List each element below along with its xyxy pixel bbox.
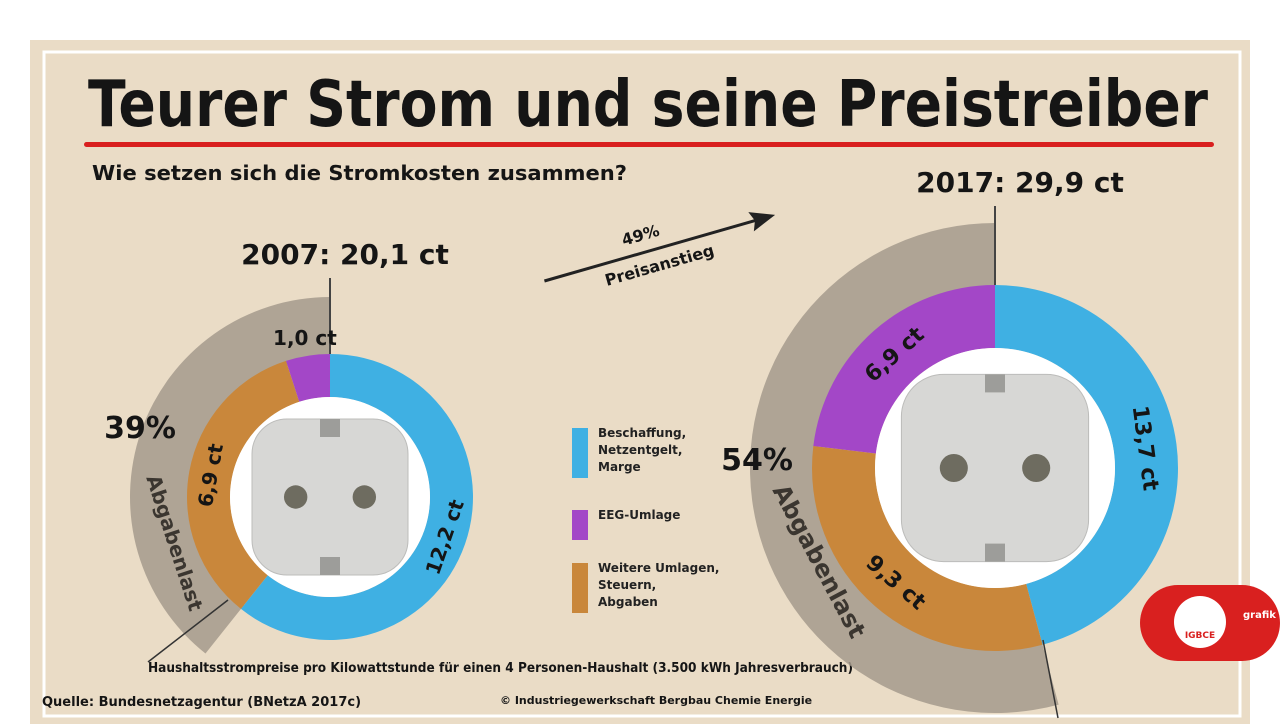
share-label: 54% bbox=[721, 443, 793, 478]
logo-name: IGBCE bbox=[1185, 631, 1215, 641]
subtitle: Wie setzen sich die Stromkosten zusammen… bbox=[92, 161, 627, 185]
title-underline bbox=[84, 142, 1214, 147]
chart: Teurer Strom und seine Preistreiber Wie … bbox=[0, 0, 1280, 724]
share-label: 39% bbox=[104, 411, 176, 446]
socket-hole bbox=[1022, 454, 1050, 482]
legend-label: Weitere Umlagen, Steuern, Abgaben bbox=[598, 560, 719, 611]
logo-tag: grafik bbox=[1243, 610, 1276, 621]
panel-title: 2007: 20,1 ct bbox=[241, 238, 449, 271]
page: Teurer Strom und seine Preistreiber Wie … bbox=[0, 0, 1280, 724]
legend-label: Beschaffung, Netzentgelt, Marge bbox=[598, 425, 686, 476]
socket-hole bbox=[284, 485, 307, 508]
legend-swatch bbox=[572, 563, 588, 613]
socket-contact bbox=[320, 557, 340, 575]
footnote: Haushaltsstrompreise pro Kilowattstunde … bbox=[148, 661, 853, 676]
panel-title: 2017: 29,9 ct bbox=[916, 166, 1124, 199]
source: Quelle: Bundesnetzagentur (BNetzA 2017c) bbox=[42, 695, 361, 710]
logo: IGBCE grafik bbox=[1140, 585, 1280, 661]
legend-label: EEG-Umlage bbox=[598, 507, 680, 524]
socket-contact bbox=[985, 544, 1005, 562]
socket-contact bbox=[985, 374, 1005, 392]
socket-contact bbox=[320, 419, 340, 437]
socket-body bbox=[252, 419, 408, 575]
socket-hole bbox=[353, 485, 376, 508]
title: Teurer Strom und seine Preistreiber bbox=[88, 68, 1208, 142]
value-label: 1,0 ct bbox=[273, 326, 337, 350]
socket-body bbox=[901, 374, 1088, 561]
legend-swatch bbox=[572, 428, 588, 478]
legend-swatch bbox=[572, 510, 588, 540]
socket-hole bbox=[940, 454, 968, 482]
copyright: © Industriegewerkschaft Bergbau Chemie E… bbox=[500, 694, 812, 707]
